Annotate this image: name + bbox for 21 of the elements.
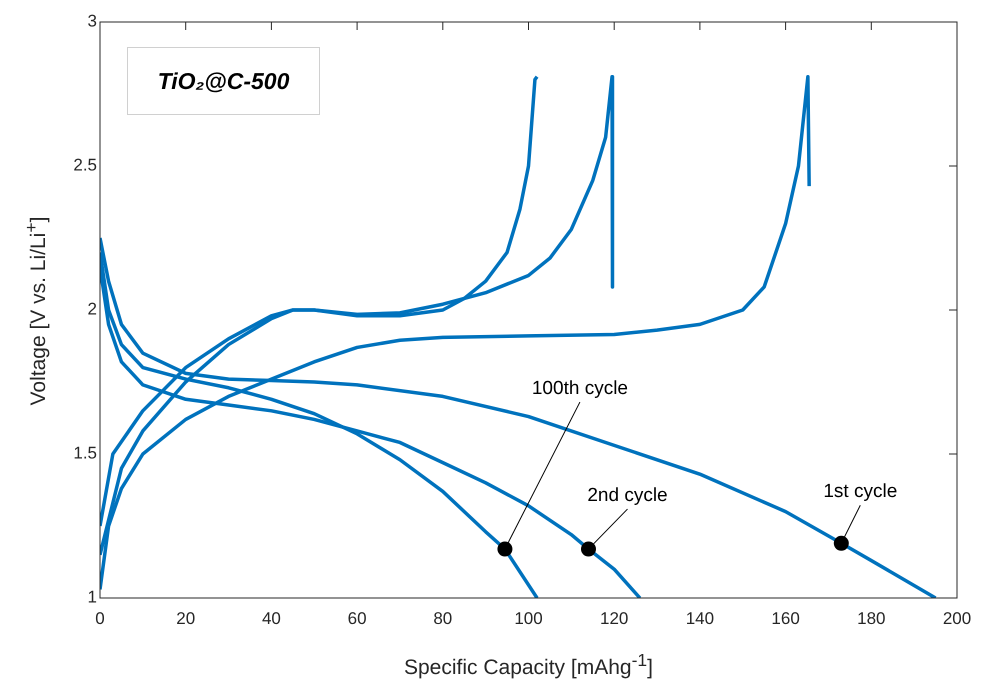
x-tick-label: 120 [600, 608, 628, 628]
text: TiO₂@C-500 [127, 47, 320, 115]
x-tick-label: 0 [95, 608, 105, 628]
x-tick-label: 160 [771, 608, 800, 628]
x-tick-label: 140 [686, 608, 714, 628]
annotation: 2nd cycle [587, 484, 668, 506]
x-tick-label: 200 [942, 608, 972, 628]
y-tick-label: 2 [88, 300, 97, 319]
x-tick-label: 100 [514, 608, 543, 628]
x-tick-label: 180 [857, 608, 886, 628]
x-tick-label: 20 [176, 608, 196, 628]
x-tick-label: 80 [433, 608, 452, 628]
y-tick-label: 1.5 [73, 444, 97, 463]
y-tick-label: 2.5 [73, 156, 97, 175]
annotation: 100th cycle [532, 378, 628, 399]
x-axis-title: Specific Capacity [mAhg$^{-1}$] [402, 650, 654, 680]
x-tick-label: 40 [262, 608, 281, 628]
y-tick-label: 3 [88, 12, 97, 31]
x-tick-label: 60 [348, 608, 367, 628]
y-tick-label: 1 [88, 588, 97, 607]
annotation: 1st cycle [823, 481, 898, 502]
